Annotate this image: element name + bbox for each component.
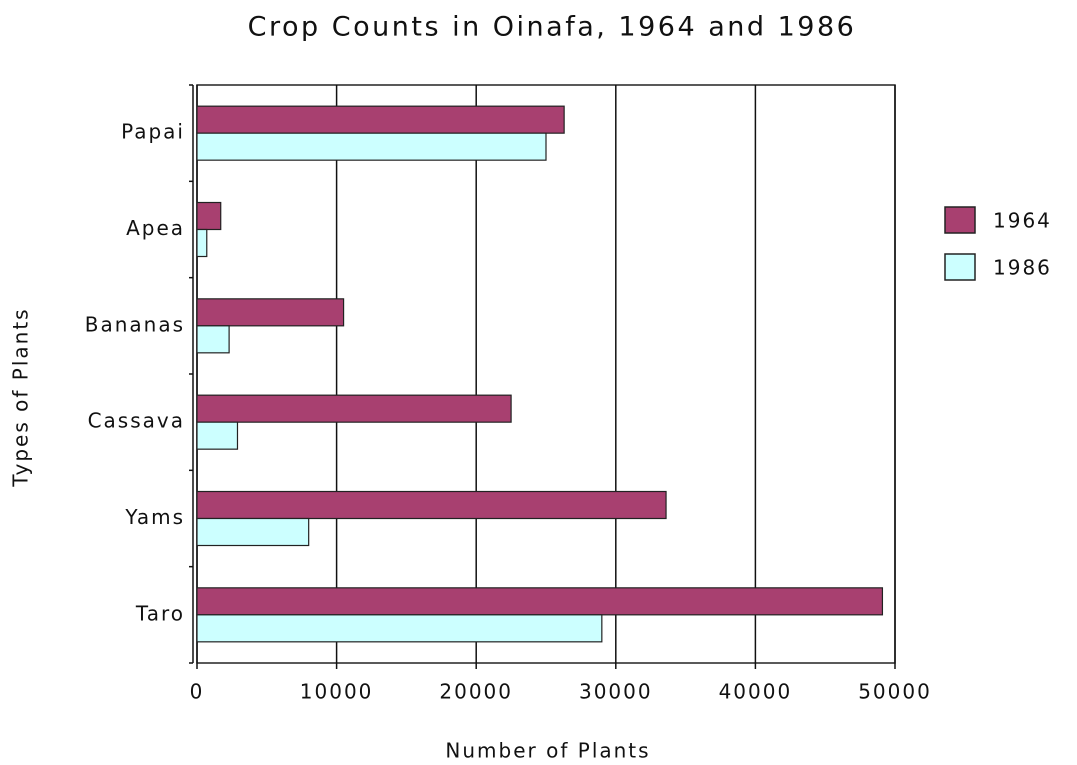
y-tick-label: Cassava <box>88 409 185 433</box>
y-tick-label: Papai <box>121 120 185 144</box>
bar <box>196 587 884 616</box>
bar <box>196 394 512 423</box>
x-tick-label: 40000 <box>719 680 793 704</box>
bar <box>196 490 667 520</box>
bar <box>196 421 239 450</box>
x-tick-label: 10000 <box>300 680 374 704</box>
bar <box>196 105 565 134</box>
bar <box>196 298 345 327</box>
y-tick-label: Yams <box>124 505 185 529</box>
chart-title: Crop Counts in Oinafa, 1964 and 1986 <box>248 12 857 43</box>
bar <box>196 132 547 161</box>
plot-area <box>196 84 896 664</box>
bar <box>196 228 208 258</box>
legend-label: 1986 <box>993 256 1052 280</box>
bar <box>196 517 310 547</box>
bar <box>196 614 603 643</box>
legend-label: 1964 <box>993 209 1052 233</box>
y-tick-label: Taro <box>135 601 185 625</box>
y-tick-label: Apea <box>126 216 185 240</box>
x-tick-label: 20000 <box>439 680 513 704</box>
legend-swatch <box>944 206 976 234</box>
legend-swatch <box>944 253 976 281</box>
x-axis-label: Number of Plants <box>445 739 650 763</box>
x-tick-label: 30000 <box>579 680 653 704</box>
x-tick-label: 50000 <box>858 680 932 704</box>
y-tick-label: Bananas <box>85 312 185 336</box>
y-axis-label: Types of Plants <box>9 307 33 487</box>
bar <box>196 325 230 354</box>
bar <box>196 201 222 231</box>
x-tick-label: 0 <box>190 680 205 704</box>
